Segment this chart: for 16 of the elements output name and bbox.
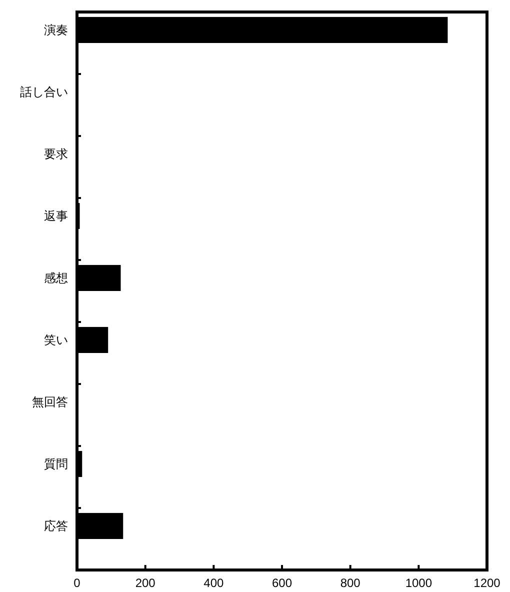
- x-tick-label: 1200: [474, 576, 501, 590]
- y-tick-label: 話し合い: [20, 84, 68, 99]
- x-tick-label: 800: [340, 576, 361, 590]
- y-tick-label: 無回答: [32, 394, 68, 409]
- x-tick-label: 600: [272, 576, 292, 590]
- y-tick-label: 質問: [44, 456, 68, 471]
- x-tick-label: 400: [204, 576, 224, 590]
- y-tick-label: 応答: [44, 518, 68, 533]
- y-tick-label: 要求: [44, 146, 68, 161]
- y-tick-label: 返事: [44, 208, 68, 223]
- y-tick-label: 感想: [44, 270, 68, 285]
- y-tick-label: 演奏: [44, 22, 68, 37]
- y-tick-label: 笑い: [44, 332, 68, 347]
- x-tick-label: 0: [74, 576, 81, 590]
- x-tick-label: 1000: [405, 576, 432, 590]
- x-tick-label: 200: [135, 576, 156, 590]
